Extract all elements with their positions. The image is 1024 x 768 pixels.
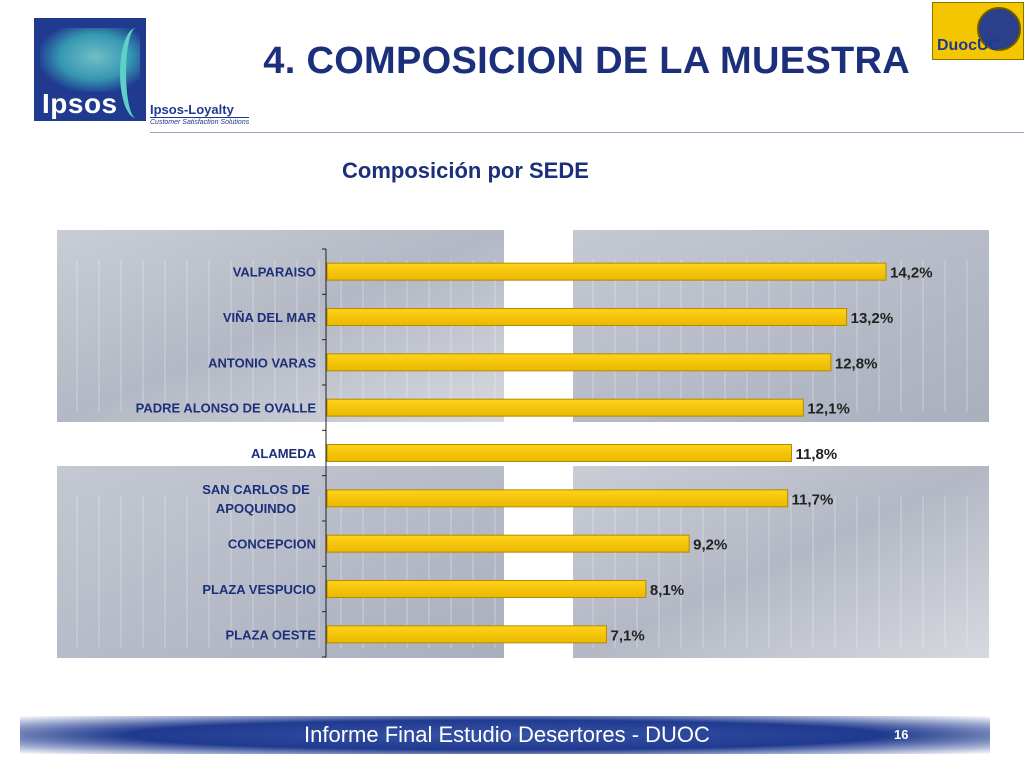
bar — [326, 353, 832, 372]
header-divider — [150, 132, 1024, 133]
data-label: 8,1% — [650, 582, 684, 599]
data-label: 12,8% — [835, 355, 878, 372]
ipsos-loyalty-logo: Ipsos-Loyalty Customer Satisfaction Solu… — [150, 102, 250, 126]
data-label: 13,2% — [851, 310, 894, 327]
category-label: PLAZA OESTE — [225, 627, 316, 642]
ipsos-brand-text: Ipsos — [42, 88, 118, 119]
data-label: 7,1% — [611, 627, 645, 644]
category-label: VALPARAISO — [233, 265, 316, 280]
bar — [326, 262, 887, 281]
bar — [326, 625, 607, 644]
ipsos-logo: Ipsos — [34, 18, 146, 121]
duoc-crest-icon — [977, 7, 1021, 51]
page-number: 16 — [894, 727, 909, 742]
footer-title: Informe Final Estudio Desertores - DUOC — [304, 722, 710, 747]
chart-title: Composición por SEDE — [342, 158, 589, 183]
category-label: PADRE ALONSO DE OVALLE — [136, 401, 317, 416]
bar — [326, 489, 789, 508]
category-label: VIÑA DEL MAR — [223, 310, 317, 325]
category-label: PLAZA VESPUCIO — [202, 582, 316, 597]
data-label: 11,8% — [796, 446, 838, 463]
category-label: SAN CARLOS DE APOQUINDO — [202, 482, 310, 516]
page-title: 4. COMPOSICION DE LA MUESTRA — [263, 40, 910, 82]
bar — [326, 308, 848, 326]
category-label: ANTONIO VARAS — [208, 355, 316, 370]
category-label: ALAMEDA — [251, 446, 317, 461]
data-label: 11,7% — [792, 491, 834, 508]
ipsos-loyalty-name: Ipsos-Loyalty — [150, 102, 234, 117]
footer-bar: Informe Final Estudio Desertores - DUOC … — [20, 716, 990, 754]
data-label: 12,1% — [807, 401, 850, 418]
bar — [326, 534, 690, 553]
duoc-logo: DuocUC — [932, 2, 1024, 60]
data-label: 9,2% — [693, 537, 727, 554]
ipsos-loyalty-tagline: Customer Satisfaction Solutions — [150, 117, 250, 126]
category-label: CONCEPCION — [228, 537, 316, 552]
duoc-logo-text: DuocUC — [937, 37, 1001, 54]
bar — [326, 444, 793, 462]
data-label: 14,2% — [890, 265, 933, 282]
bar — [326, 580, 647, 598]
bar — [326, 398, 804, 417]
ipsos-swoosh-icon — [120, 28, 146, 118]
